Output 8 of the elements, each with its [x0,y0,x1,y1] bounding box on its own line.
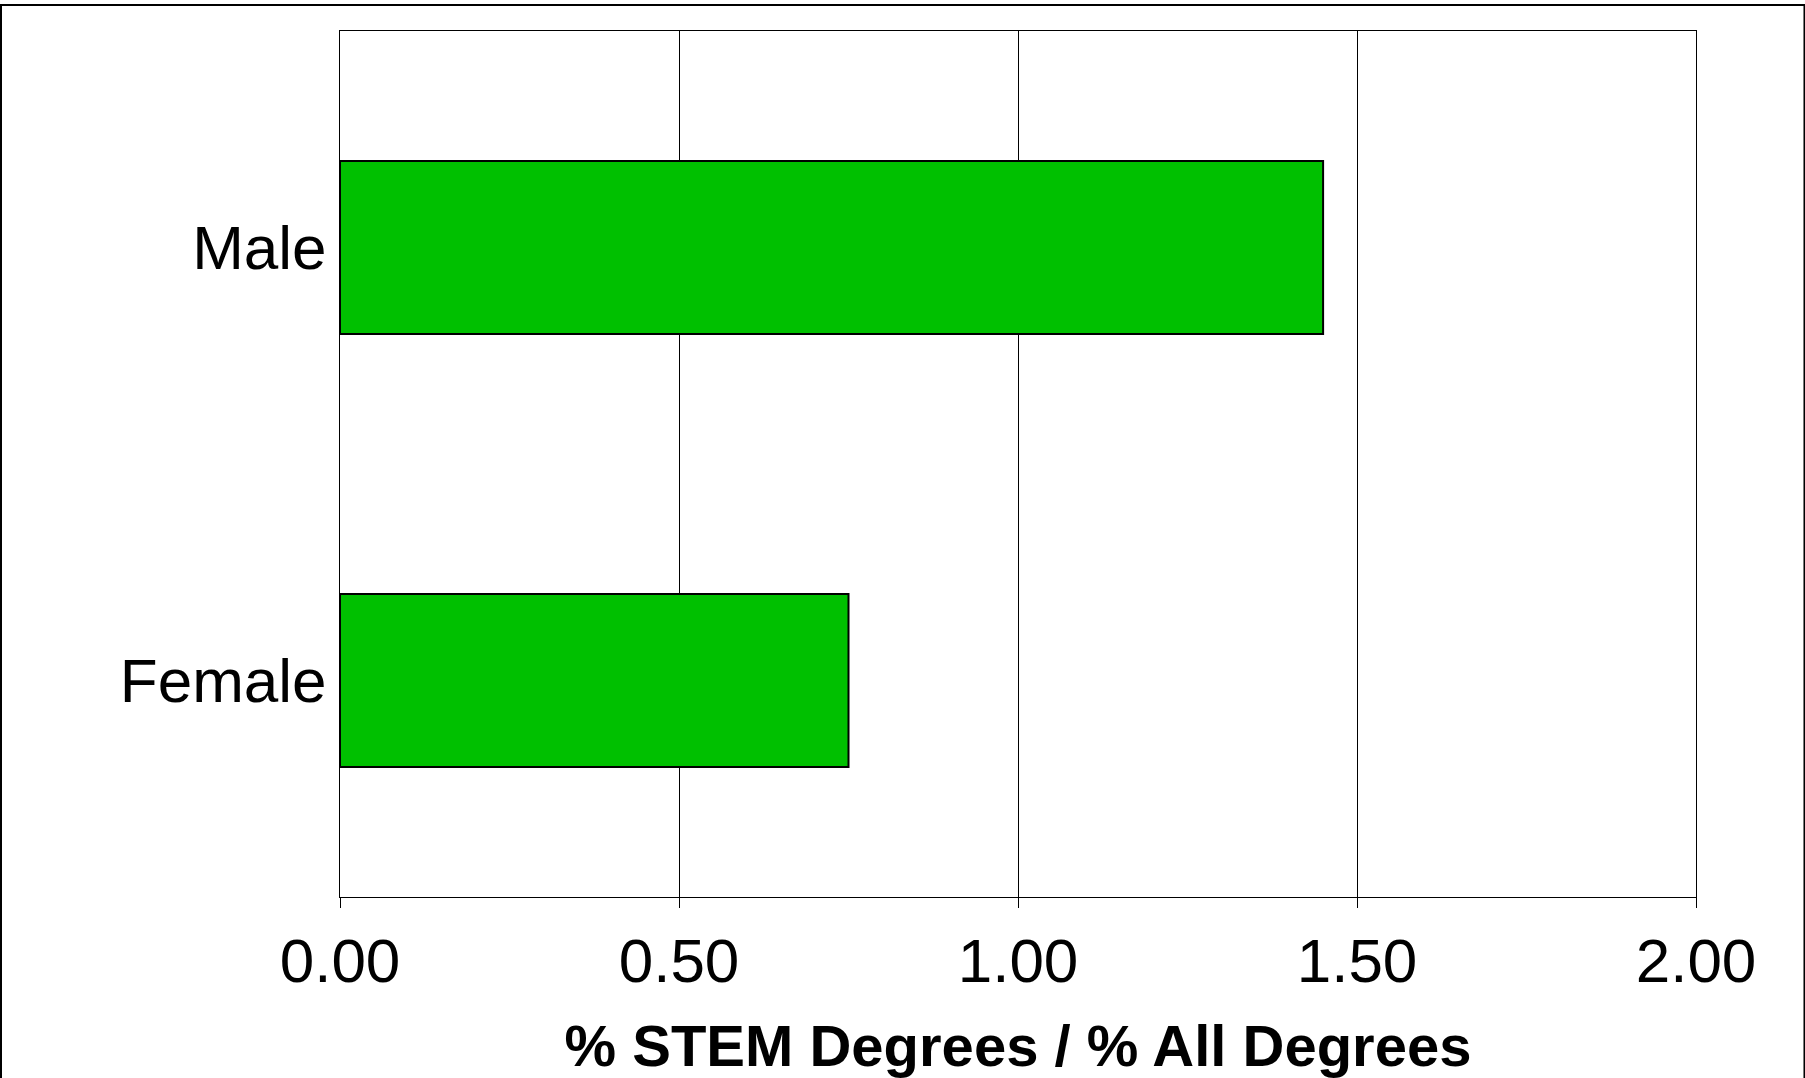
y-tick-label: Male [192,213,327,283]
y-tick-label: Female [119,646,327,716]
x-tick-label: 0.00 [279,926,401,996]
x-tick-label: 1.00 [957,926,1079,996]
x-axis-title: % STEM Degrees / % All Degrees [564,1012,1472,1078]
x-tick-label: 0.50 [618,926,740,996]
x-tick-label: 1.50 [1296,926,1418,996]
x-tick-label: 2.00 [1635,926,1757,996]
